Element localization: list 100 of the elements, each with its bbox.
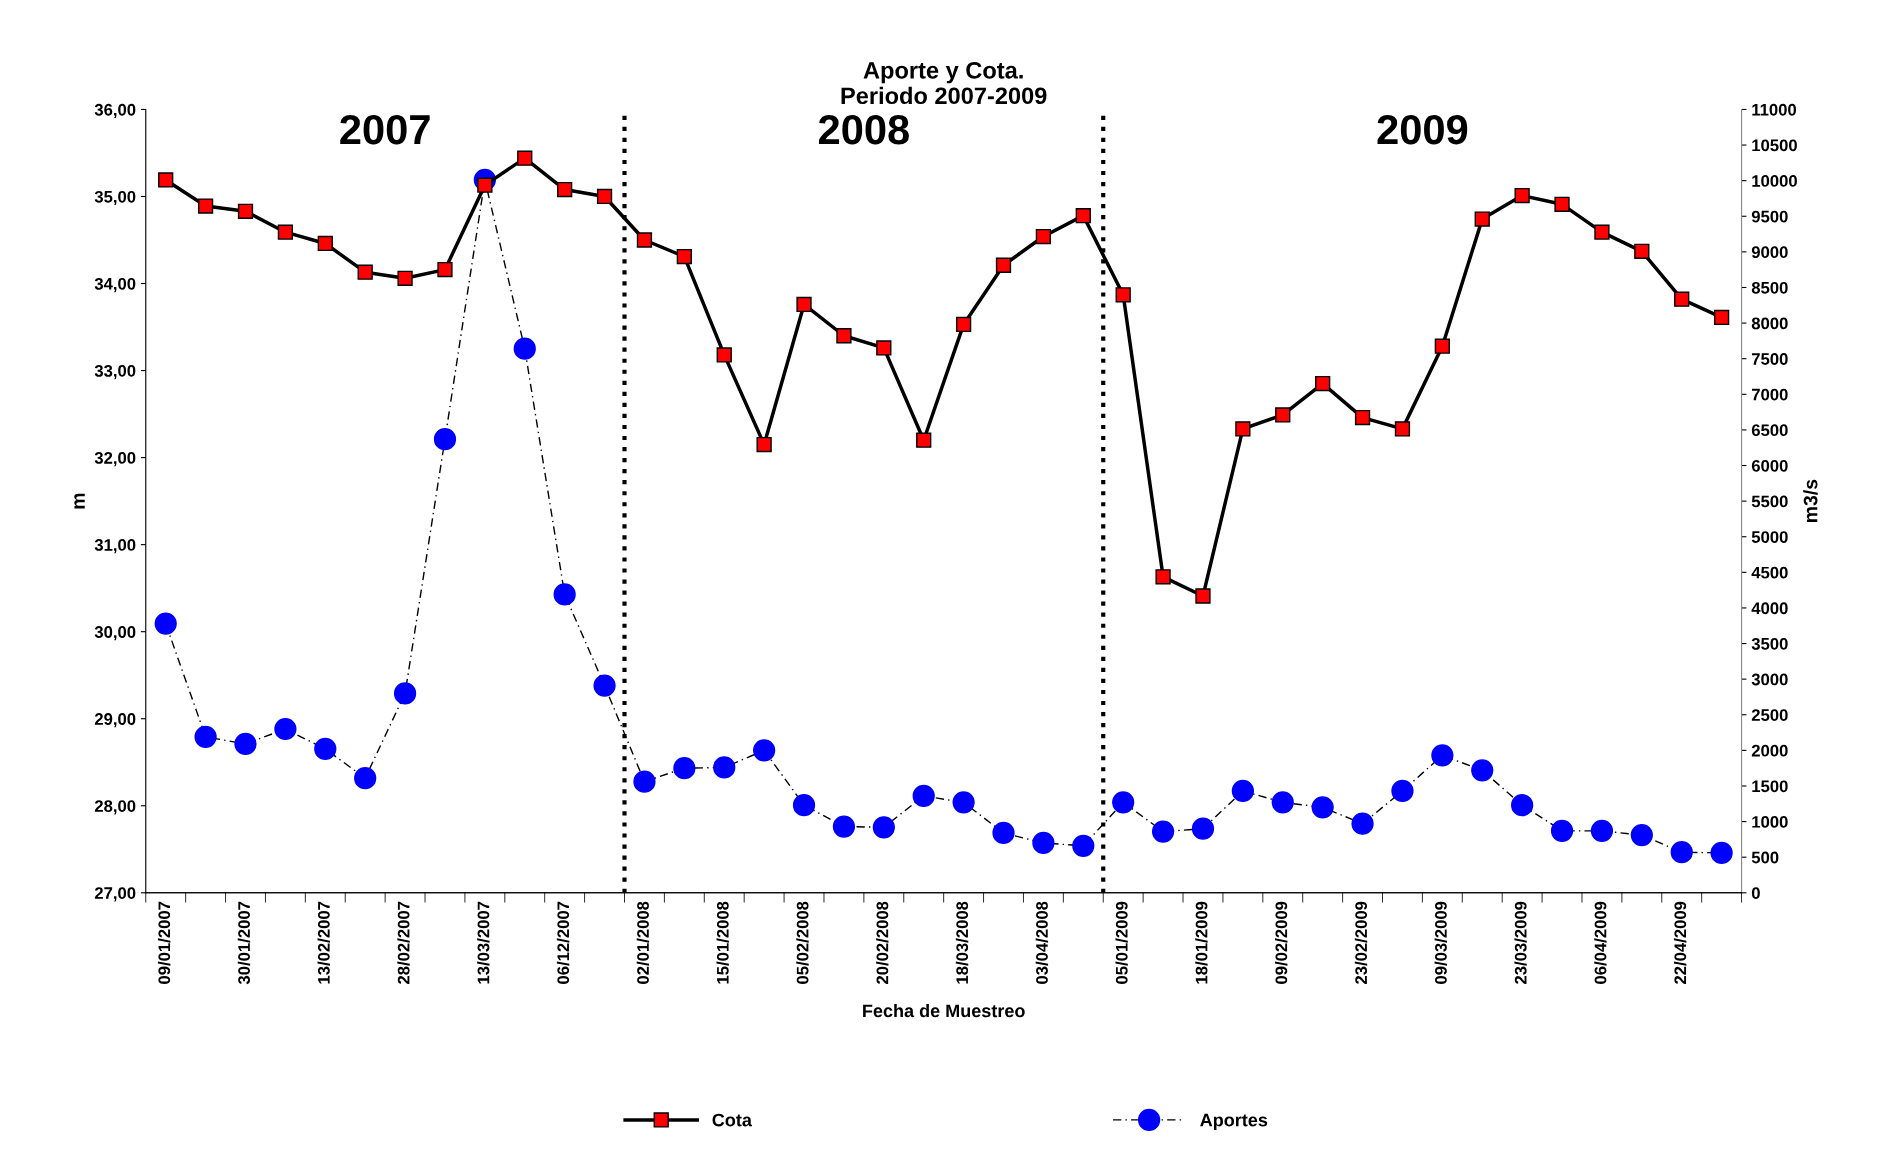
x-tick-label: 06/04/2009 [1594, 901, 1607, 984]
x-tick-label: 23/03/2009 [1514, 901, 1527, 984]
y2-axis-title: m3/s [1803, 479, 1818, 522]
point [596, 188, 613, 205]
point [636, 232, 653, 248]
y-tick-label: 29,00 [94, 713, 136, 728]
y-tick-label: 33,00 [94, 364, 136, 380]
annotation: 2007 [340, 114, 430, 145]
y-axis-title: m [74, 493, 85, 509]
point [553, 583, 576, 606]
point [792, 794, 816, 817]
y2-tick-label: 10000 [1752, 175, 1797, 187]
point [317, 235, 333, 252]
y-tick-label: 27,00 [94, 887, 136, 902]
point [357, 264, 373, 280]
point [437, 261, 453, 278]
point [234, 732, 257, 756]
x-tick-label: 20/02/2008 [876, 901, 889, 984]
point [1391, 779, 1414, 803]
point [1271, 791, 1294, 814]
point [1554, 196, 1570, 212]
point [756, 436, 772, 453]
point [1311, 796, 1334, 819]
point [1191, 817, 1215, 840]
y2-tick-label: 6000 [1751, 459, 1788, 472]
point [1630, 824, 1653, 847]
point [1511, 794, 1534, 817]
point [274, 717, 297, 741]
y-tick-label: 31,00 [94, 539, 136, 554]
point [1072, 834, 1095, 857]
point [992, 821, 1015, 845]
point [836, 328, 852, 344]
point [1634, 243, 1650, 259]
point [433, 428, 457, 451]
point [1434, 338, 1450, 354]
point [1594, 224, 1610, 240]
x-tick-label: 18/03/2008 [955, 901, 969, 984]
point [1710, 841, 1733, 865]
point [872, 816, 895, 839]
y-tick-label: 36,00 [94, 103, 136, 119]
y2-tick-label: 7000 [1752, 388, 1788, 401]
x-tick-label: 13/03/2007 [477, 901, 490, 984]
x-tick-label: 28/02/2007 [397, 901, 410, 984]
point [633, 770, 656, 793]
annotation: 2009 [1377, 114, 1468, 145]
y2-tick-label: 3500 [1751, 637, 1788, 650]
chart-title: Aporte y Cota. Periodo 2007-2009 [841, 61, 1047, 105]
point [753, 739, 776, 762]
point [796, 296, 812, 313]
y2-tick-label: 500 [1751, 851, 1779, 864]
legend-label: Aportes [1200, 1113, 1268, 1130]
point [314, 737, 337, 761]
y2-tick-label: 4500 [1751, 566, 1788, 579]
point [1155, 569, 1171, 585]
point [1235, 421, 1251, 437]
point [716, 347, 732, 363]
point [832, 815, 856, 838]
point [1550, 819, 1574, 842]
y2-tick-label: 4000 [1751, 602, 1788, 615]
point [517, 150, 533, 166]
point [1514, 187, 1530, 204]
point [1670, 841, 1693, 864]
y2-tick-label: 2500 [1751, 709, 1788, 721]
y-tick-label: 30,00 [94, 626, 136, 641]
point [1394, 421, 1411, 437]
x-tick-label: 02/01/2008 [636, 901, 650, 984]
y2-tick-label: 8000 [1751, 317, 1788, 330]
point [1032, 831, 1055, 855]
point [952, 791, 975, 814]
point [1354, 409, 1371, 426]
point [158, 172, 174, 188]
y-tick-label: 35,00 [94, 190, 136, 206]
point [713, 756, 736, 779]
point [876, 340, 892, 356]
y2-tick-label: 6500 [1751, 424, 1788, 437]
point [676, 248, 692, 265]
point [1431, 744, 1454, 767]
x-tick-label: 23/02/2009 [1354, 901, 1368, 984]
y-tick-label: 28,00 [94, 800, 136, 815]
x-tick-label: 05/01/2009 [1115, 901, 1128, 984]
point [1674, 291, 1690, 307]
y-tick-label: 32,00 [94, 452, 136, 467]
x-tick-label: 15/01/2008 [716, 901, 729, 984]
point [916, 432, 932, 448]
legend-label: Cota [712, 1113, 753, 1127]
point [1151, 820, 1175, 843]
point [1231, 779, 1254, 803]
point [1275, 407, 1291, 423]
point [154, 612, 177, 635]
x-tick-label: 22/04/2009 [1673, 901, 1687, 984]
x-tick-label: 18/01/2009 [1195, 901, 1208, 984]
y2-tick-label: 1500 [1752, 780, 1788, 793]
point [912, 784, 935, 808]
y2-tick-label: 1000 [1752, 815, 1788, 828]
point [995, 257, 1012, 273]
y2-tick-label: 3000 [1751, 673, 1788, 686]
y2-tick-label: 9500 [1751, 210, 1788, 223]
x-tick-label: 06/12/2007 [556, 901, 570, 984]
point [393, 682, 417, 705]
point [1471, 759, 1494, 782]
